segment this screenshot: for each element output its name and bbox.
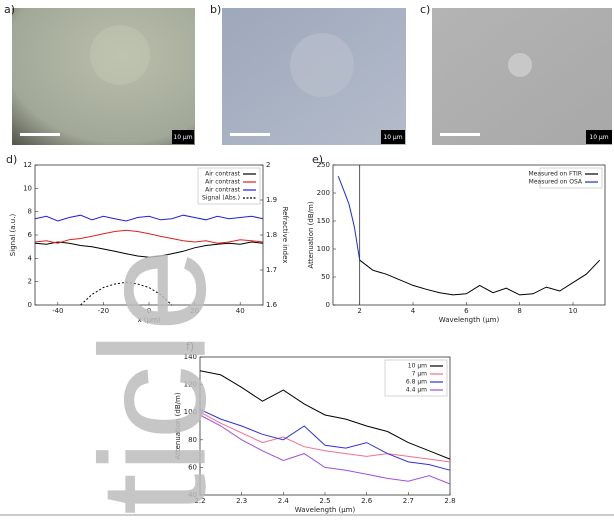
y-tick-label: 0 — [326, 301, 330, 309]
panel-label: d) — [6, 153, 17, 166]
legend-label: Measured on FTIR — [528, 171, 582, 178]
data-line — [337, 176, 361, 261]
legend-label: 4.4 µm — [406, 387, 427, 394]
legend-label: Air contrast — [205, 179, 241, 186]
y-axis-label: Attenuation (dB/m) — [174, 392, 182, 459]
x-tick-label: -40 — [52, 307, 63, 315]
image-a: 10 µm a) — [4, 3, 195, 145]
data-line — [199, 408, 451, 471]
y2-axis-label: Refractive index — [281, 207, 289, 264]
x-tick-label: 0 — [147, 307, 151, 315]
image-c: 10 µm c) — [420, 3, 612, 145]
y-tick-label: 2 — [28, 278, 32, 286]
x-axis-label: x (µm) — [137, 316, 160, 324]
scale-bar-label: 10 µm — [383, 134, 402, 141]
y2-tick-label: 1.9 — [266, 196, 277, 204]
y-tick-label: 60 — [188, 463, 197, 471]
legend-label: Air contrast — [205, 187, 241, 194]
y-tick-label: 50 — [321, 273, 330, 281]
scale-bar-label: 10 µm — [589, 134, 608, 141]
image-b: 10 µm b) — [210, 3, 406, 145]
x-tick-label: 2.8 — [444, 497, 455, 505]
data-line — [80, 281, 173, 306]
x-tick-label: 2.3 — [236, 497, 247, 505]
x-axis-label: Wavelength (µm) — [295, 506, 356, 514]
x-tick-label: 2.4 — [278, 497, 290, 505]
legend-label: 7 µm — [412, 371, 428, 378]
legend-label: Signal (Abs.) — [202, 195, 240, 202]
data-line — [34, 229, 264, 244]
y-axis-label: Signal (a.u.) — [9, 214, 17, 257]
x-tick-label: 2 — [357, 307, 361, 315]
data-line — [199, 370, 451, 460]
x-axis-label: Wavelength (µm) — [439, 316, 500, 324]
y-tick-label: 0 — [28, 301, 32, 309]
legend-label: 10 µm — [408, 363, 427, 370]
y-tick-label: 250 — [317, 161, 330, 169]
y2-tick-label: 1.6 — [266, 301, 278, 309]
y-tick-label: 80 — [188, 436, 197, 444]
y2-tick-label: 2 — [266, 161, 270, 169]
x-tick-label: -20 — [98, 307, 109, 315]
y-tick-label: 8 — [28, 208, 32, 216]
x-tick-label: 2.7 — [403, 497, 414, 505]
panel-label: e) — [312, 153, 323, 166]
y-tick-label: 150 — [317, 217, 330, 225]
x-tick-label: 2.5 — [319, 497, 330, 505]
x-tick-label: 4 — [411, 307, 416, 315]
y-tick-label: 120 — [184, 381, 197, 389]
watermark: ticle — [69, 248, 237, 515]
x-tick-label: 2.6 — [361, 497, 373, 505]
x-tick-label: 6 — [464, 307, 469, 315]
panel-label: a) — [4, 3, 15, 16]
x-tick-label: 40 — [236, 307, 245, 315]
x-tick-label: 2.2 — [194, 497, 205, 505]
plot-area — [332, 164, 606, 306]
data-line — [34, 241, 264, 258]
y-axis-label: Attenuation (dB/m) — [307, 201, 315, 268]
panel-label: f) — [186, 340, 194, 353]
legend-label: Air contrast — [205, 171, 241, 178]
y-tick-label: 140 — [184, 353, 197, 361]
x-tick-label: 10 — [569, 307, 578, 315]
data-line — [34, 214, 264, 222]
y-tick-label: 4 — [28, 254, 33, 262]
y-tick-label: 12 — [23, 161, 32, 169]
panel-label: b) — [210, 3, 221, 16]
y2-tick-label: 1.8 — [266, 231, 277, 239]
panel-label: c) — [420, 3, 430, 16]
y-tick-label: 6 — [28, 231, 33, 239]
y-tick-label: 40 — [188, 491, 197, 499]
y-tick-label: 100 — [317, 245, 330, 253]
legend-label: 6.8 µm — [406, 379, 427, 386]
data-line — [199, 411, 451, 463]
y2-tick-label: 1.7 — [266, 266, 277, 274]
y-tick-label: 10 — [23, 184, 32, 192]
legend-box — [539, 167, 603, 189]
data-line — [199, 414, 451, 485]
scale-bar-label: 10 µm — [173, 134, 192, 141]
data-line — [359, 259, 601, 296]
y-tick-label: 200 — [317, 189, 330, 197]
y-tick-label: 100 — [184, 408, 197, 416]
legend-label: Measured on OSA — [529, 179, 583, 186]
x-tick-label: 20 — [190, 307, 199, 315]
x-tick-label: 8 — [517, 307, 521, 315]
